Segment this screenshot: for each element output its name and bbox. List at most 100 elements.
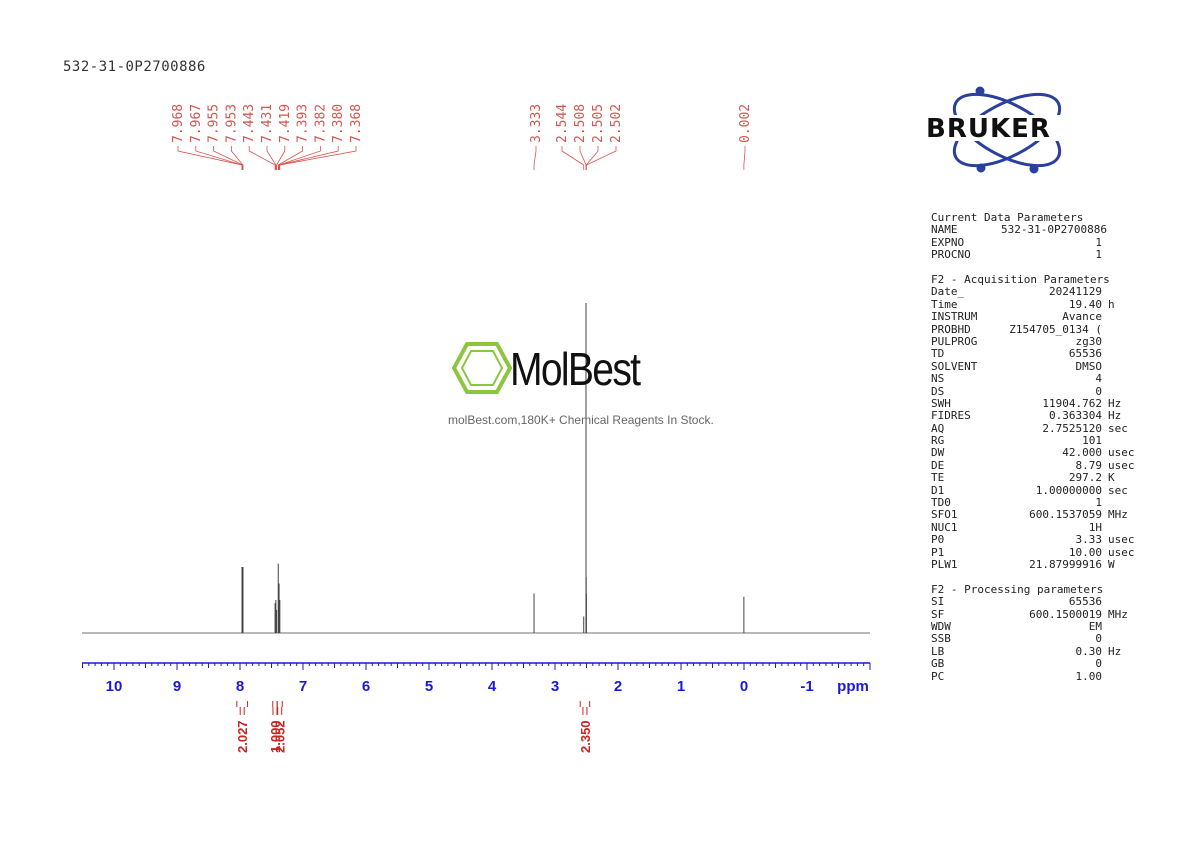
peak-label-connector	[195, 146, 243, 170]
x-tick-label: 2	[614, 678, 622, 695]
param-value: zg30	[1075, 334, 1103, 348]
x-tick-label: 4	[488, 678, 497, 695]
param-unit: h	[1108, 297, 1115, 311]
param-value: 11904.762	[1042, 396, 1102, 410]
param-unit: usec	[1108, 458, 1135, 472]
x-tick-label: 3	[551, 678, 559, 695]
param-value: 20241129	[1049, 285, 1102, 299]
param-unit: W	[1108, 557, 1115, 571]
peak-label: 7.382	[313, 104, 328, 143]
param-value: 0	[1095, 384, 1102, 398]
integral-bracket	[236, 701, 249, 715]
param-value: 1.00000000	[1035, 483, 1102, 497]
param-row: SOLVENT DMSO	[931, 359, 1146, 373]
peak-label: 7.431	[260, 104, 275, 143]
param-unit: usec	[1108, 446, 1135, 460]
param-value: 1	[1095, 248, 1102, 262]
param-unit: MHz	[1108, 607, 1128, 621]
param-row: EXPNO 1	[931, 235, 1146, 249]
param-value: 1.00	[1075, 669, 1103, 683]
integral-bracket	[579, 701, 591, 715]
param-key: PROBHD	[931, 322, 971, 336]
bruker-wordmark: BRUKER	[926, 114, 1051, 144]
param-value: 10.00	[1068, 545, 1102, 559]
peak-label-connector	[585, 146, 617, 170]
molbest-tagline: molBest.com,180K+ Chemical Reagents In S…	[448, 413, 714, 427]
peak-labels: 7.968 7.967 7.955 7.953 7.443 7.431 7.419 7.393…	[171, 104, 753, 143]
param-key: NS	[931, 372, 945, 386]
param-unit	[1102, 596, 1108, 608]
param-key: EXPNO	[931, 235, 965, 249]
acquisition-params-rows: Date_ 20241129 Time 19.40 h INSTRUM Avance PROB…	[931, 285, 1146, 571]
peak-label: 7.953	[224, 104, 239, 143]
peak-label-connector	[579, 146, 587, 170]
param-key: NAME	[931, 223, 958, 237]
param-row: SF 600.1500019 MHz	[931, 607, 1146, 621]
param-row: SSB 0	[931, 632, 1146, 646]
param-value: 0	[1095, 632, 1102, 646]
peak-label: 2.505	[591, 104, 606, 143]
param-value: 42.000	[1062, 446, 1102, 460]
param-row: TE 297.2 K	[931, 471, 1146, 485]
x-tick-label: 0	[740, 678, 748, 695]
param-unit: K	[1108, 471, 1115, 485]
param-row: WDW EM	[931, 619, 1146, 633]
param-key: P1	[931, 545, 945, 559]
peak-label-connector	[277, 146, 304, 170]
x-tick-label: 6	[362, 678, 370, 695]
param-row: DE 8.79 usec	[931, 458, 1146, 472]
param-row: DS 0	[931, 384, 1146, 398]
param-value: 19.40	[1068, 297, 1102, 311]
peak-label: 7.368	[349, 104, 364, 143]
parameters-panel: Current Data Parameters NAME 532-31-0P270…	[931, 211, 1146, 683]
param-value: 21.87999916	[1029, 557, 1102, 571]
param-key: WDW	[931, 619, 951, 633]
param-unit: Hz	[1108, 409, 1122, 423]
bruker-logo-icon	[924, 86, 1092, 174]
peak-label-connector	[561, 146, 585, 170]
param-value: 0.363304	[1049, 409, 1102, 423]
param-unit	[1102, 658, 1108, 670]
param-row: AQ 2.7525120 sec	[931, 421, 1146, 435]
x-axis: 10 9 8 7 6 5 4 3 2 1 0 -1 ppm	[82, 662, 871, 695]
peak-label-connector	[279, 146, 357, 170]
param-row: PLW1 21.87999916 W	[931, 557, 1146, 571]
param-row: NAME 532-31-0P2700886	[931, 223, 1146, 237]
peak-label-connector	[278, 146, 339, 170]
param-unit	[1102, 348, 1108, 360]
peak-label: 7.393	[296, 104, 311, 143]
param-value: 1H	[1088, 520, 1102, 534]
param-row: P1 10.00 usec	[931, 545, 1146, 559]
x-tick-label: 8	[236, 678, 244, 695]
peak-label: 7.380	[331, 104, 346, 143]
peak-label: 7.443	[242, 104, 257, 143]
param-row: GB 0	[931, 657, 1146, 671]
peak-label: 0.002	[738, 104, 753, 143]
integral-value: 2.027	[235, 720, 250, 753]
param-key: GB	[931, 657, 945, 671]
param-value: 65536	[1068, 347, 1102, 361]
param-unit	[1102, 621, 1108, 633]
param-key: SOLVENT	[931, 359, 978, 373]
param-row: RG 101	[931, 434, 1146, 447]
param-unit	[1102, 324, 1108, 336]
acquisition-params-title: F2 - Acquisition Parameters	[931, 272, 1110, 286]
param-unit	[1102, 336, 1108, 348]
param-unit	[1102, 224, 1108, 236]
peak-label-connectors	[177, 146, 746, 170]
param-unit	[1102, 286, 1108, 298]
param-value: 600.1500019	[1029, 607, 1102, 621]
integral-value: 2.350	[578, 720, 593, 753]
x-tick-label: -1	[800, 678, 813, 695]
param-key: AQ	[931, 421, 945, 435]
param-value: 0.30	[1075, 644, 1103, 658]
param-unit: usec	[1108, 545, 1135, 559]
param-unit	[1102, 249, 1108, 261]
x-tick-label: 5	[425, 678, 433, 695]
peak-label: 7.955	[207, 104, 222, 143]
peak-label-connector	[533, 146, 537, 170]
param-unit: sec	[1108, 421, 1128, 435]
param-value: 297.2	[1068, 471, 1102, 485]
